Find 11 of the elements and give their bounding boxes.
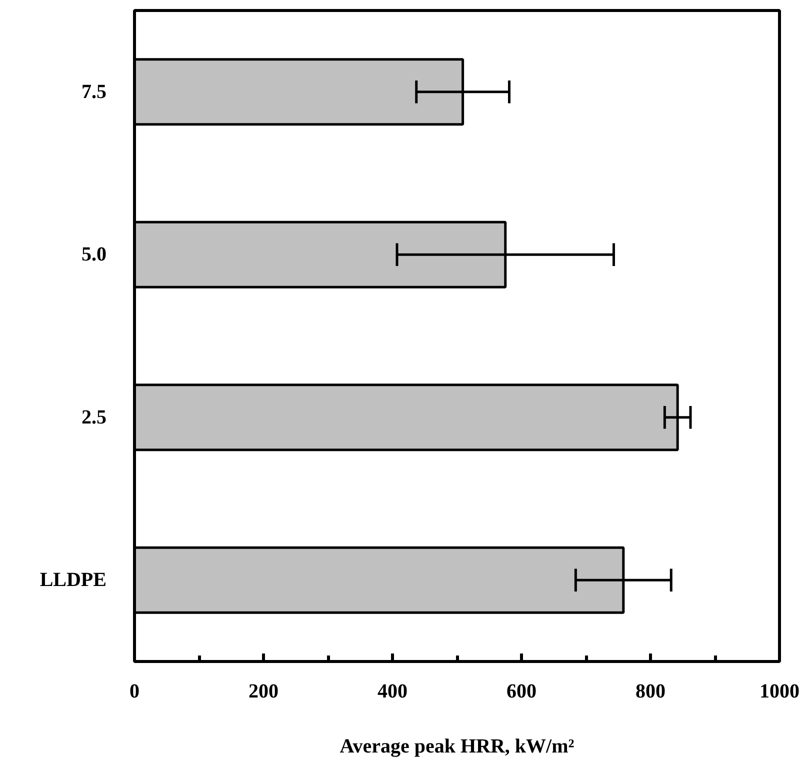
x-tick-label: 800 [636,680,666,702]
y-tick-label: 2.5 [82,406,106,428]
y-tick-label: 5.0 [82,244,106,266]
x-tick-label: 0 [130,680,140,702]
x-tick-label: 1000 [760,680,800,702]
y-tick-label: LLDPE [40,569,107,592]
x-tick-label: 400 [378,680,408,702]
x-axis-title: Average peak HRR, kW/m² [340,736,574,758]
x-tick-label: 200 [248,680,278,702]
x-tick-label: 600 [506,680,536,702]
y-tick-label: 7.5 [82,80,106,103]
